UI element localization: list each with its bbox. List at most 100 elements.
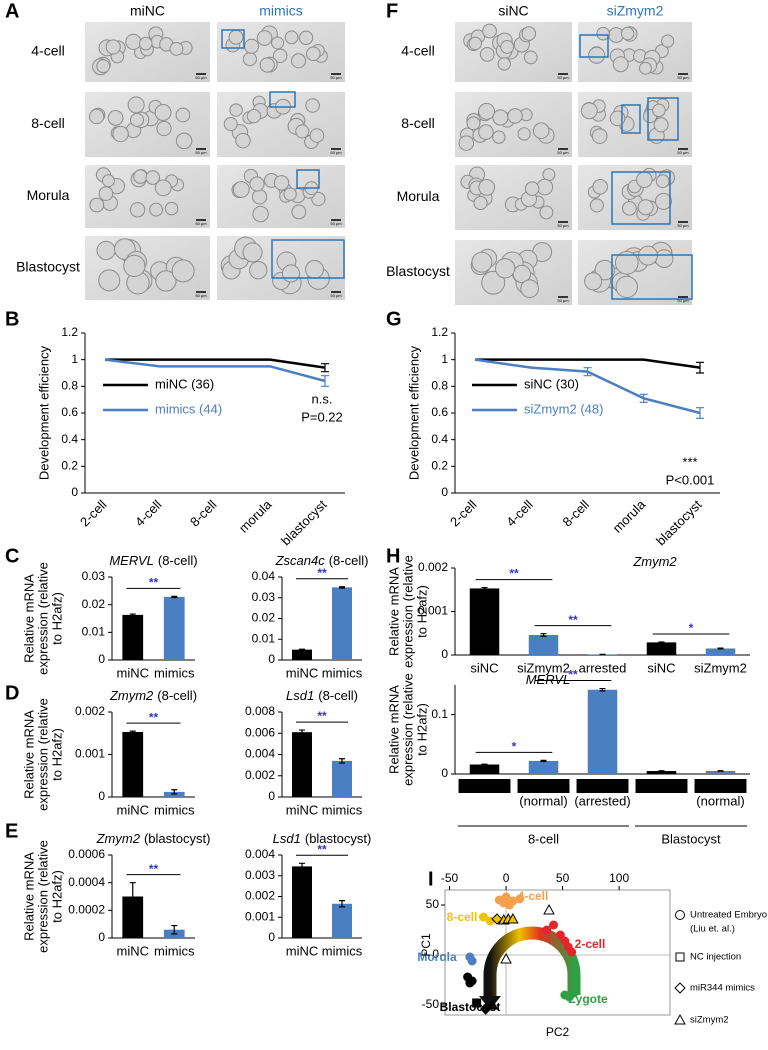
group-label: 8-cell	[528, 831, 559, 846]
gene-name: Lsd1	[273, 831, 301, 846]
error-bar	[599, 687, 606, 692]
embryo	[164, 201, 179, 216]
y-tick-label: 0.004	[245, 747, 275, 761]
y-tick-label: 0.4	[61, 432, 78, 446]
redaction	[458, 779, 511, 793]
gene-name: Zmym2	[632, 554, 677, 569]
redaction	[635, 779, 688, 793]
point	[499, 898, 509, 908]
y-tick-label: 0.6	[61, 405, 78, 419]
embryo	[259, 57, 275, 73]
highlight-box	[269, 91, 296, 108]
x-tick-label: mimics	[154, 943, 195, 958]
legend-label: (Liu et. al.)	[690, 924, 735, 935]
x-tick-label: 8-cell	[559, 497, 592, 530]
embryo	[156, 120, 172, 137]
redaction	[517, 779, 570, 793]
embryo	[478, 179, 496, 196]
significance-label: **	[317, 566, 327, 580]
y-tick-label: 0.001	[75, 747, 105, 761]
y-axis-label: Relative mRNA	[21, 574, 36, 663]
error-bar	[696, 407, 704, 419]
embryo	[592, 178, 609, 195]
x-tick-label: morula	[610, 496, 649, 535]
bar	[528, 760, 559, 774]
embryo	[228, 29, 244, 45]
embryo	[107, 110, 124, 126]
y-tick-label: 0.03	[82, 569, 106, 583]
y-tick-label: 0.1	[431, 707, 448, 721]
y-tick-label: 0.002	[245, 889, 275, 903]
error-bar	[583, 367, 592, 377]
scale-bar-label: 50 μm	[557, 150, 569, 155]
bar	[469, 764, 500, 774]
embryo	[524, 181, 540, 196]
error-bar	[171, 924, 178, 935]
embryo	[588, 46, 606, 64]
row-label: Morula	[27, 187, 70, 203]
bar	[122, 731, 144, 797]
y-tick-label: 0.01	[252, 631, 276, 645]
embryo	[256, 30, 273, 46]
row-label: 4-cell	[401, 43, 434, 59]
error-bar	[481, 586, 488, 590]
arrow-head	[479, 996, 501, 1010]
significance-label: **	[149, 576, 159, 590]
embryo	[507, 108, 523, 124]
embryo	[273, 175, 290, 191]
x-tick-label: mimics	[154, 665, 195, 680]
y-tick-label: -50	[422, 997, 440, 1011]
embryo	[523, 50, 538, 65]
error-bar	[129, 882, 136, 911]
embryo	[89, 197, 105, 213]
scale-bar-label: 50 μm	[195, 75, 207, 80]
x-tick-label: blastocyst	[278, 497, 330, 549]
stage-name: (8-cell)	[329, 553, 369, 568]
legend-label: mimics (44)	[155, 401, 222, 416]
chart-title: Zmym2 (8-cell)	[109, 688, 197, 703]
error-bar	[540, 633, 547, 637]
scale-bar-label: 50 μm	[330, 293, 342, 298]
significance-label: **	[317, 709, 327, 723]
embryo	[291, 53, 307, 69]
embryo	[614, 250, 639, 275]
error-bar	[696, 361, 704, 374]
embryo	[594, 259, 615, 281]
y-axis-label: Relative mRNA	[21, 710, 36, 799]
scale-bar-label: 50 μm	[677, 150, 689, 155]
y-tick-label: 0.0006	[68, 847, 105, 861]
embryo	[478, 102, 496, 120]
significance-label: **	[149, 862, 159, 876]
y-tick-label: 0.0004	[68, 875, 105, 889]
error-bar	[339, 586, 345, 589]
highlight-box	[611, 254, 693, 300]
embryo	[112, 125, 129, 143]
error-bar	[658, 641, 665, 644]
point	[467, 956, 477, 966]
y-tick-label: 0.02	[252, 611, 276, 625]
embryo	[478, 124, 494, 140]
gene-name: Zmym2	[109, 688, 154, 703]
embryo	[123, 254, 146, 278]
y-tick-label: 0.0002	[68, 903, 105, 917]
legend-label: miR344 mimics	[690, 983, 755, 994]
embryo	[272, 48, 288, 64]
y-axis-label: expression (relative	[35, 562, 50, 675]
y-tick-label: 0	[441, 766, 448, 780]
x-tick-label: siZmym2	[694, 660, 747, 675]
x-tick-label: 4-cell	[132, 497, 165, 530]
highlight-box	[579, 34, 609, 58]
embryo	[596, 26, 610, 41]
scale-bar-label: 50 μm	[330, 150, 342, 155]
embryo	[492, 130, 506, 144]
x-tick-label: miNC	[117, 943, 150, 958]
y-axis-label: expression (relative	[35, 698, 50, 811]
x-tick-label: miNC	[286, 665, 319, 680]
line-series	[104, 358, 326, 383]
embryo	[521, 26, 537, 41]
embryo	[154, 179, 172, 197]
scale-bar-label: 50 μm	[557, 298, 569, 303]
y-tick-label: 0.002	[245, 768, 275, 782]
